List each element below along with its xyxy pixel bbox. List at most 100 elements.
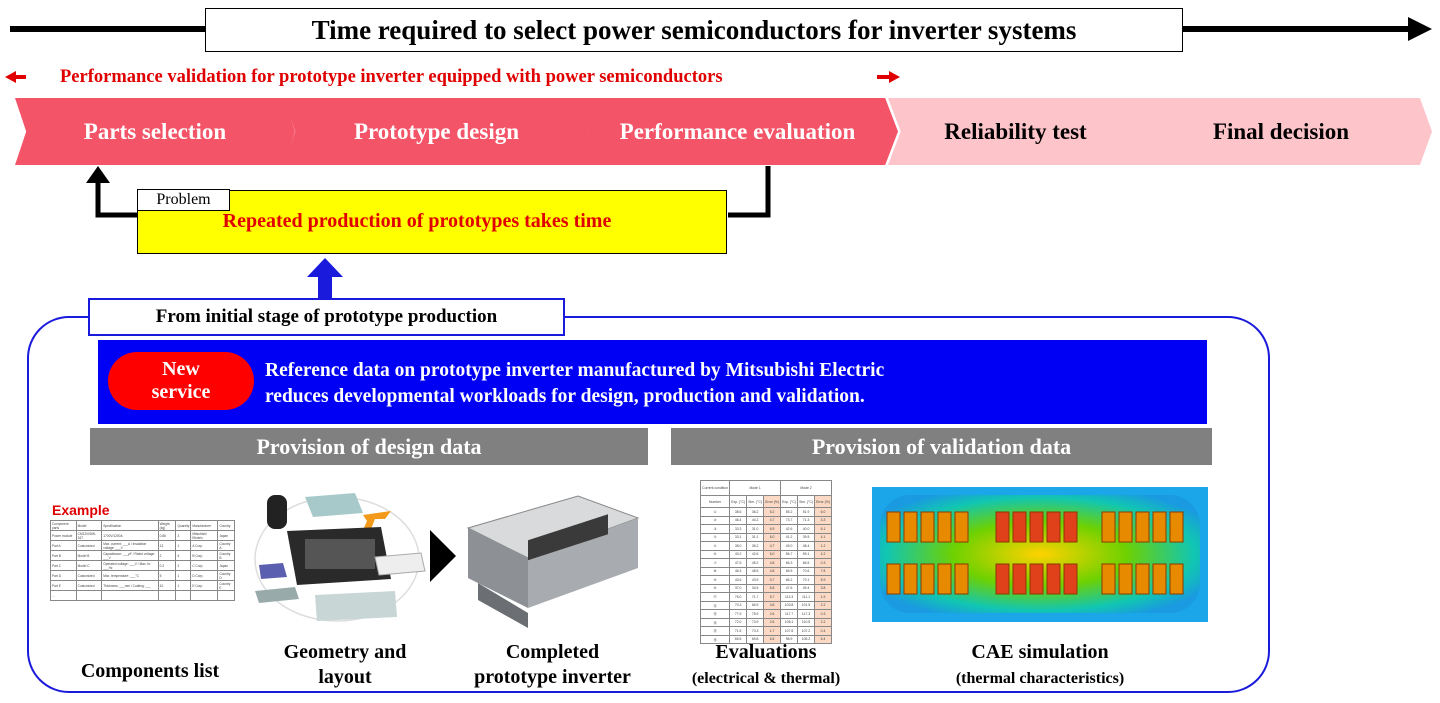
problem-text: Repeated production of prototypes takes … <box>222 210 612 232</box>
table-cell: 48.4 <box>797 541 816 551</box>
table-row: Part E Customized Thickness: ___mm / Coati… <box>50 580 235 591</box>
table-cell: 48.5 <box>746 566 765 576</box>
table-cell: 5 <box>157 570 177 581</box>
cae-hotspot <box>903 511 918 543</box>
cae-hotspot <box>1135 563 1150 595</box>
table-cell: Capacitance: ___μF / Rated voltage: ___V <box>101 550 159 561</box>
cae-hotspot <box>1169 563 1184 595</box>
service-description: Reference data on prototype inverter man… <box>265 358 884 410</box>
table-cell: 46.4 <box>729 515 748 525</box>
table-cell: Customized <box>75 540 103 551</box>
table-cell: 2 <box>175 560 192 571</box>
table-row: ⑥ 40.2 42.6 6.0 56.7 59.1 4.2 <box>699 549 832 559</box>
table-cell: 36.2 <box>746 541 765 551</box>
table-cell: ⑯ <box>699 634 731 644</box>
description-line-2: reduces developmental workloads for desi… <box>265 386 865 407</box>
table-cell: 1 <box>175 580 192 591</box>
table-cell: 36.2 <box>746 507 765 517</box>
table-cell: C Corp. <box>190 560 219 571</box>
geometry-layout-image <box>254 493 426 622</box>
table-row: ④ 33.1 31.1 6.0 41.2 39.5 4.1 <box>699 532 832 542</box>
problem-label: Problem <box>137 189 230 211</box>
table-cell <box>75 590 103 601</box>
table-cell: E Corp. <box>190 580 219 591</box>
table-cell: B Corp. <box>190 550 219 561</box>
table-row: Part A Customized Max. current: ___A / Ins… <box>50 540 235 551</box>
table-cell: 6 <box>175 550 192 561</box>
table-cell: Part E <box>50 580 77 591</box>
prototype-inverter-image <box>466 495 640 628</box>
prototype-caption: Completed prototype inverter <box>450 640 655 690</box>
table-cell: 76.0 <box>729 592 748 602</box>
table-subheader: Number <box>699 495 731 508</box>
table-cell: Power module <box>50 530 77 541</box>
table-cell: 111.1 <box>797 592 816 602</box>
table-row: ⑪ 76.0 71.7 5.7 113.3 111.1 1.9 <box>699 592 832 602</box>
table-row: ⑦ 47.5 45.2 4.8 66.3 66.5 0.3 <box>699 558 832 568</box>
table-cell: 3 <box>175 530 192 541</box>
cae-hotspot <box>1152 511 1167 543</box>
table-cell: 71.3 <box>797 515 816 525</box>
table-cell: ⑩ <box>699 583 731 593</box>
up-arrow-icon <box>307 258 343 277</box>
table-cell <box>217 590 235 601</box>
table-cell: 38.6 <box>729 507 748 517</box>
cae-hotspot <box>886 563 901 595</box>
table-cell: 73.7 <box>780 515 799 525</box>
table-cell: 6.0 <box>814 507 832 517</box>
table-cell: 6.1 <box>814 524 832 534</box>
table-cell: 0.3 <box>814 609 832 619</box>
table-cell: 70.3 <box>746 626 765 636</box>
table-cell: Component parts <box>50 520 77 531</box>
evaluations-caption-sub: (electrical & thermal) <box>691 670 841 687</box>
table-subheader: Error (%) <box>814 495 832 508</box>
solution-stage-label: From initial stage of prototype producti… <box>88 298 565 336</box>
table-header: Current condition <box>699 480 731 496</box>
table-cell <box>101 590 159 601</box>
table-cell: 4.8 <box>763 566 782 576</box>
table-cell: 107.2 <box>797 626 816 636</box>
feedback-line-left <box>95 180 137 218</box>
table-cell: 1.2 <box>814 541 832 551</box>
cae-hotspot <box>1029 563 1044 595</box>
red-arrow-left-icon <box>5 71 26 83</box>
cae-hotspot <box>954 563 969 595</box>
cae-hotspot <box>995 511 1010 543</box>
table-cell: 10 <box>157 580 177 591</box>
table-cell: 6.4 <box>814 634 832 644</box>
table-row: ⑩ 37.0 34.5 6.8 47.6 49.4 3.8 <box>699 583 832 593</box>
table-header: Mode 2 <box>780 480 832 496</box>
cae-hotspot <box>1169 511 1184 543</box>
timeline-arrowhead <box>1408 17 1432 41</box>
table-cell: Country <box>217 520 235 531</box>
table-cell: 4.7 <box>763 541 782 551</box>
table-row: ⑬ 77.9 75.9 2.6 117.7 117.3 0.3 <box>699 609 832 619</box>
table-cell: ⑪ <box>699 592 731 602</box>
table-cell: 59.1 <box>797 549 816 559</box>
table-cell: 1.9 <box>814 592 832 602</box>
geometry-caption: Geometry and layout <box>255 640 435 690</box>
table-cell: Weight (kg) <box>157 520 177 531</box>
table-cell: ⑫ <box>699 600 731 610</box>
table-cell: 0.2 <box>157 560 177 571</box>
table-cell: 4.7 <box>763 515 782 525</box>
table-cell: 4.2 <box>814 549 832 559</box>
table-cell <box>157 590 177 601</box>
table-cell: ④ <box>699 532 731 542</box>
table-cell: Country A <box>217 540 235 551</box>
table-cell: 6.0 <box>763 549 782 559</box>
table-cell: 6.9 <box>763 524 782 534</box>
cae-hotspot <box>995 563 1010 595</box>
table-cell: 2 <box>157 550 177 561</box>
table-cell: Part D <box>50 570 77 581</box>
table-cell: Customized <box>75 570 103 581</box>
table-cell: A Corp. <box>190 540 219 551</box>
table-cell: Country D <box>217 570 235 581</box>
table-cell: 66.9 <box>746 600 765 610</box>
table-cell: 7.8 <box>814 566 832 576</box>
table-row: ⑮ 71.5 70.3 1.7 107.6 107.2 0.4 <box>699 626 832 636</box>
table-row: ⑧ 46.3 48.5 4.8 65.5 70.6 7.8 <box>699 566 832 576</box>
table-cell: 113.3 <box>780 592 799 602</box>
